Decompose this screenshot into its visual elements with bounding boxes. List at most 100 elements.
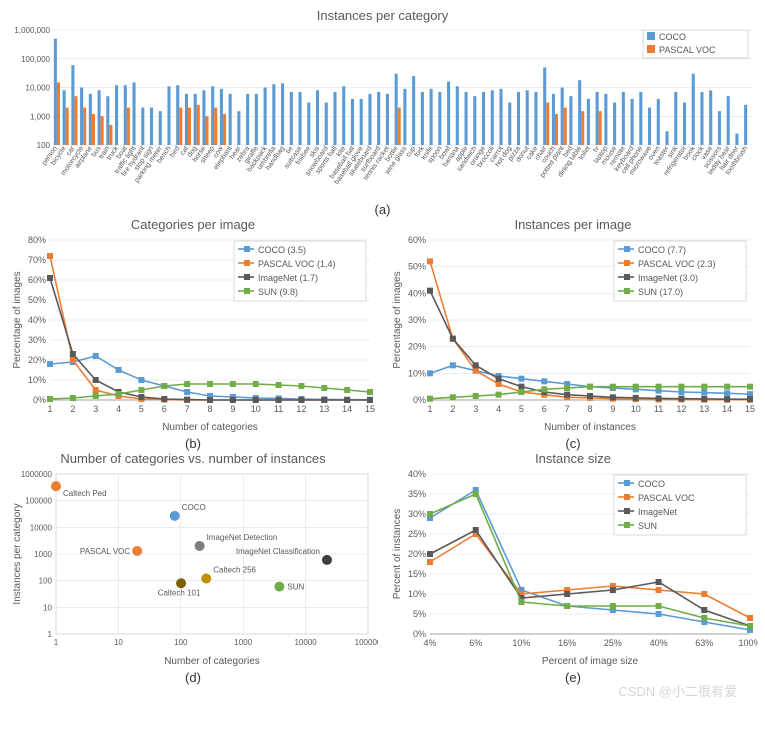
svg-text:15: 15 bbox=[745, 404, 755, 414]
svg-text:11: 11 bbox=[654, 404, 663, 414]
svg-text:Caltech Ped: Caltech Ped bbox=[63, 489, 107, 498]
chart-c-svg: 0%10%20%30%40%50%60%12345678910111213141… bbox=[388, 234, 758, 434]
svg-text:50%: 50% bbox=[408, 262, 426, 272]
svg-text:30%: 30% bbox=[408, 509, 426, 519]
svg-text:63%: 63% bbox=[695, 638, 713, 648]
svg-text:COCO: COCO bbox=[182, 503, 206, 512]
svg-text:8: 8 bbox=[207, 404, 212, 414]
svg-text:Percent of instances: Percent of instances bbox=[392, 509, 403, 600]
svg-text:6: 6 bbox=[162, 404, 167, 414]
chart-a-container: Instances per category 100 1,000 10,000 100… bbox=[8, 8, 757, 217]
svg-text:Caltech 256: Caltech 256 bbox=[213, 566, 256, 575]
svg-text:1: 1 bbox=[427, 404, 432, 414]
svg-text:13: 13 bbox=[319, 404, 329, 414]
svg-text:1: 1 bbox=[54, 638, 59, 647]
svg-text:80%: 80% bbox=[28, 235, 46, 245]
svg-text:50%: 50% bbox=[28, 295, 46, 305]
svg-text:10%: 10% bbox=[408, 589, 426, 599]
svg-text:10: 10 bbox=[43, 603, 52, 612]
svg-text:ImageNet: ImageNet bbox=[638, 507, 678, 517]
svg-text:SUN: SUN bbox=[638, 521, 657, 531]
svg-text:1,000: 1,000 bbox=[30, 112, 51, 121]
svg-text:COCO (3.5): COCO (3.5) bbox=[258, 245, 306, 255]
svg-text:12: 12 bbox=[676, 404, 686, 414]
svg-text:SUN: SUN bbox=[287, 583, 304, 592]
chart-e-container: Instance size 0%5%10%15%20%25%30%35%40%4… bbox=[388, 451, 758, 685]
svg-text:40%: 40% bbox=[408, 469, 426, 479]
svg-text:35%: 35% bbox=[408, 489, 426, 499]
sub-label-a: (a) bbox=[8, 202, 757, 217]
svg-text:5: 5 bbox=[139, 404, 144, 414]
sub-label-d: (d) bbox=[8, 670, 378, 685]
svg-text:60%: 60% bbox=[408, 235, 426, 245]
svg-text:10,000: 10,000 bbox=[26, 84, 51, 93]
svg-text:ImageNet (1.7): ImageNet (1.7) bbox=[258, 273, 318, 283]
svg-text:COCO: COCO bbox=[659, 32, 686, 42]
chart-b-container: Categories per image 0%10%20%30%40%50%60… bbox=[8, 217, 378, 451]
svg-text:Caltech 101: Caltech 101 bbox=[158, 588, 201, 597]
svg-text:11: 11 bbox=[274, 404, 283, 414]
svg-text:14: 14 bbox=[342, 404, 352, 414]
svg-text:13: 13 bbox=[699, 404, 709, 414]
svg-text:COCO (7.7): COCO (7.7) bbox=[638, 245, 686, 255]
svg-text:12: 12 bbox=[296, 404, 306, 414]
sub-label-c: (c) bbox=[388, 436, 758, 451]
svg-text:20%: 20% bbox=[408, 549, 426, 559]
svg-text:40%: 40% bbox=[650, 638, 668, 648]
svg-text:5%: 5% bbox=[413, 609, 426, 619]
svg-text:6%: 6% bbox=[469, 638, 482, 648]
svg-text:Percentage of images: Percentage of images bbox=[12, 271, 23, 368]
svg-text:7: 7 bbox=[565, 404, 570, 414]
svg-text:10000: 10000 bbox=[294, 638, 317, 647]
svg-text:1000: 1000 bbox=[234, 638, 252, 647]
svg-text:15%: 15% bbox=[408, 569, 426, 579]
svg-text:3: 3 bbox=[93, 404, 98, 414]
chart-a-title: Instances per category bbox=[8, 8, 757, 23]
sub-label-b: (b) bbox=[8, 436, 378, 451]
svg-text:40%: 40% bbox=[28, 315, 46, 325]
svg-text:6: 6 bbox=[542, 404, 547, 414]
svg-text:PASCAL VOC: PASCAL VOC bbox=[80, 547, 130, 556]
sub-label-e: (e) bbox=[388, 670, 758, 685]
chart-d-title: Number of categories vs. number of insta… bbox=[8, 451, 378, 466]
svg-text:16%: 16% bbox=[558, 638, 576, 648]
svg-text:30%: 30% bbox=[408, 315, 426, 325]
chart-e-title: Instance size bbox=[388, 451, 758, 466]
svg-text:70%: 70% bbox=[28, 255, 46, 265]
chart-c-container: Instances per image 0%10%20%30%40%50%60%… bbox=[388, 217, 758, 451]
svg-text:SUN (17.0): SUN (17.0) bbox=[638, 287, 683, 297]
svg-text:4%: 4% bbox=[423, 638, 436, 648]
svg-text:100: 100 bbox=[39, 577, 53, 586]
svg-text:4: 4 bbox=[116, 404, 121, 414]
svg-text:ImageNet (3.0): ImageNet (3.0) bbox=[638, 273, 698, 283]
chart-e-svg: 0%5%10%15%20%25%30%35%40%4%6%10%16%25%40… bbox=[388, 468, 758, 668]
svg-text:1: 1 bbox=[48, 630, 53, 639]
svg-text:PASCAL VOC: PASCAL VOC bbox=[659, 45, 716, 55]
svg-text:7: 7 bbox=[185, 404, 190, 414]
svg-text:100,000: 100,000 bbox=[21, 55, 50, 64]
svg-text:60%: 60% bbox=[28, 275, 46, 285]
svg-text:Number of categories: Number of categories bbox=[164, 656, 260, 667]
svg-text:25%: 25% bbox=[604, 638, 622, 648]
chart-b-svg: 0%10%20%30%40%50%60%70%80%12345678910111… bbox=[8, 234, 378, 434]
chart-d-container: Number of categories vs. number of insta… bbox=[8, 451, 378, 685]
svg-text:10%: 10% bbox=[408, 368, 426, 378]
svg-text:PASCAL VOC (2.3): PASCAL VOC (2.3) bbox=[638, 259, 716, 269]
svg-text:14: 14 bbox=[722, 404, 732, 414]
svg-text:2: 2 bbox=[70, 404, 75, 414]
chart-b-title: Categories per image bbox=[8, 217, 378, 232]
chart-a-svg: 1001,00010,000100,0001,000,000personbicy… bbox=[8, 25, 757, 200]
svg-text:SUN (9.8): SUN (9.8) bbox=[258, 287, 298, 297]
svg-text:ImageNet Detection: ImageNet Detection bbox=[207, 533, 278, 542]
svg-text:9: 9 bbox=[230, 404, 235, 414]
svg-text:ImageNet Classification: ImageNet Classification bbox=[236, 547, 320, 556]
svg-text:40%: 40% bbox=[408, 288, 426, 298]
svg-text:100: 100 bbox=[37, 141, 51, 150]
svg-text:10: 10 bbox=[114, 638, 123, 647]
svg-text:20%: 20% bbox=[408, 342, 426, 352]
svg-text:Number of instances: Number of instances bbox=[544, 422, 636, 433]
svg-text:0%: 0% bbox=[413, 395, 426, 405]
svg-text:PASCAL VOC: PASCAL VOC bbox=[638, 493, 695, 503]
svg-text:25%: 25% bbox=[408, 529, 426, 539]
svg-text:0%: 0% bbox=[33, 395, 46, 405]
